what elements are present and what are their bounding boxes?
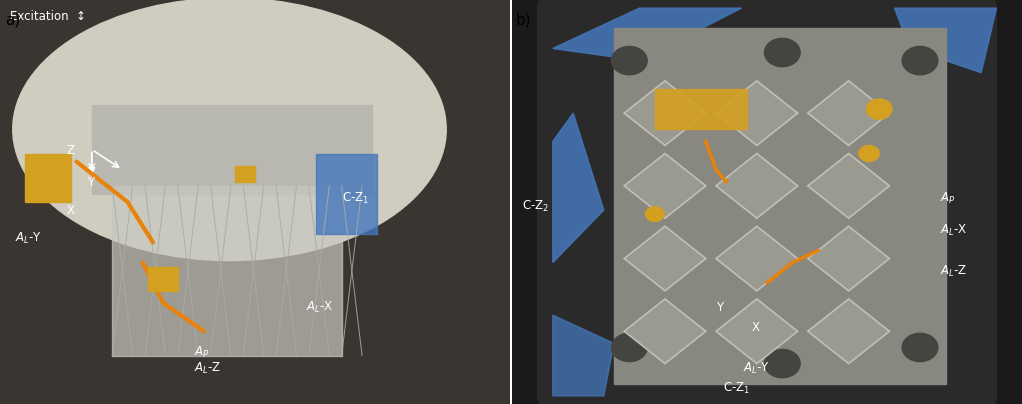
Polygon shape bbox=[807, 81, 889, 145]
Text: C-Z$_1$: C-Z$_1$ bbox=[723, 381, 750, 396]
Bar bbox=[92, 105, 372, 194]
Ellipse shape bbox=[12, 0, 447, 261]
Text: $A_L$-Z: $A_L$-Z bbox=[194, 361, 221, 376]
Polygon shape bbox=[553, 8, 742, 61]
Text: Z: Z bbox=[66, 143, 75, 156]
Circle shape bbox=[611, 333, 647, 362]
Text: X: X bbox=[752, 321, 759, 334]
Circle shape bbox=[867, 99, 892, 119]
Polygon shape bbox=[553, 113, 604, 263]
Polygon shape bbox=[894, 8, 996, 73]
Circle shape bbox=[611, 46, 647, 75]
Polygon shape bbox=[716, 154, 797, 218]
Polygon shape bbox=[624, 81, 706, 145]
Bar bbox=[26, 154, 72, 202]
FancyBboxPatch shape bbox=[538, 0, 996, 404]
Text: $A_L$-X: $A_L$-X bbox=[940, 223, 968, 238]
Polygon shape bbox=[624, 226, 706, 291]
Polygon shape bbox=[716, 81, 797, 145]
Circle shape bbox=[764, 38, 800, 67]
Circle shape bbox=[902, 46, 938, 75]
Text: b): b) bbox=[516, 12, 531, 27]
Polygon shape bbox=[624, 299, 706, 364]
Bar bbox=[112, 186, 341, 356]
Bar bbox=[655, 89, 747, 129]
Text: $A_P$: $A_P$ bbox=[194, 345, 210, 360]
Bar bbox=[235, 166, 256, 182]
Text: C-Z$_1$: C-Z$_1$ bbox=[341, 191, 369, 206]
Text: $A_L$-Y: $A_L$-Y bbox=[15, 231, 42, 246]
Polygon shape bbox=[624, 154, 706, 218]
Circle shape bbox=[902, 333, 938, 362]
Polygon shape bbox=[716, 299, 797, 364]
Text: $A_L$-Y: $A_L$-Y bbox=[743, 361, 771, 376]
Text: $A_L$-X: $A_L$-X bbox=[306, 300, 333, 315]
Text: C-Z$_2$: C-Z$_2$ bbox=[522, 199, 549, 214]
Polygon shape bbox=[716, 226, 797, 291]
Bar bbox=[148, 267, 179, 291]
Polygon shape bbox=[553, 315, 614, 396]
Text: Y: Y bbox=[716, 301, 724, 314]
Circle shape bbox=[646, 207, 664, 221]
Bar bbox=[614, 28, 945, 384]
Polygon shape bbox=[807, 226, 889, 291]
Text: X: X bbox=[66, 204, 75, 217]
Text: $A_P$: $A_P$ bbox=[940, 191, 956, 206]
Circle shape bbox=[764, 349, 800, 378]
Circle shape bbox=[858, 145, 879, 162]
Text: a): a) bbox=[5, 12, 20, 27]
Bar bbox=[316, 154, 377, 234]
Polygon shape bbox=[807, 299, 889, 364]
Polygon shape bbox=[807, 154, 889, 218]
Text: $A_L$-Z: $A_L$-Z bbox=[940, 264, 968, 279]
Text: Y: Y bbox=[87, 176, 94, 189]
Text: Excitation  ↕: Excitation ↕ bbox=[10, 10, 86, 23]
